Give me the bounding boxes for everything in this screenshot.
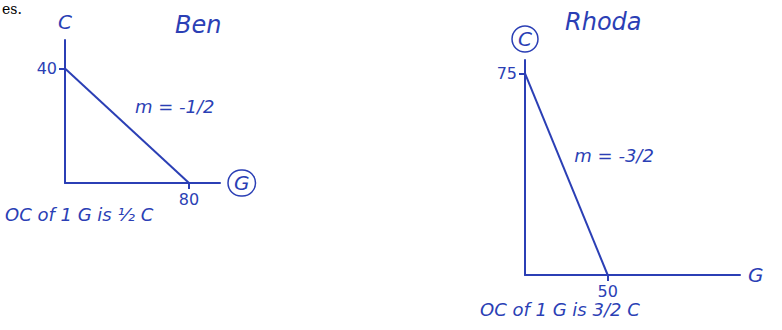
svg-text:G: G xyxy=(748,263,764,287)
svg-text:G: G xyxy=(234,171,250,195)
svg-text:C: C xyxy=(58,10,72,34)
svg-text:40: 40 xyxy=(37,59,57,78)
svg-text:50: 50 xyxy=(598,282,618,301)
svg-text:80: 80 xyxy=(179,190,199,209)
svg-text:OC of 1 G is 3/2 C: OC of 1 G is 3/2 C xyxy=(480,299,640,320)
svg-text:Rhoda: Rhoda xyxy=(565,8,642,36)
svg-text:C: C xyxy=(518,27,532,51)
svg-text:75: 75 xyxy=(497,64,517,83)
svg-text:es.: es. xyxy=(2,1,22,17)
svg-text:Ben: Ben xyxy=(175,11,221,39)
svg-text:m = -1/2: m = -1/2 xyxy=(135,96,215,117)
svg-text:m = -3/2: m = -3/2 xyxy=(574,145,654,166)
svg-text:OC of 1 G is ½ C: OC of 1 G is ½ C xyxy=(5,204,154,225)
